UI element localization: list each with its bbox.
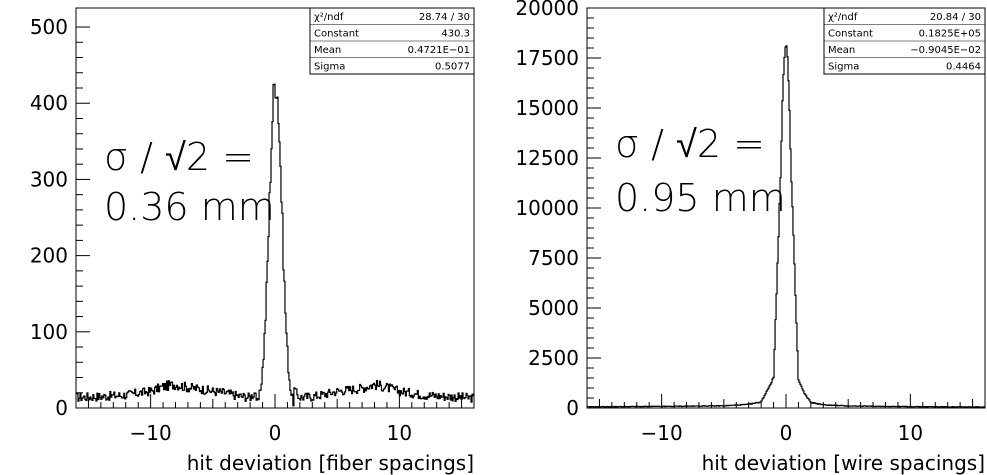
left-y-tick-label: 500 — [30, 15, 68, 39]
right-annotation-line2: 0.95 mm — [615, 176, 786, 220]
right-x-axis-title: hit deviation [wire spacings] — [702, 451, 985, 475]
left-x-axis-title: hit deviation [fiber spacings] — [187, 451, 474, 475]
right-histogram-line — [587, 45, 985, 408]
left-stats-box: χ²/ndf 28.74 / 30 Constant 430.3 Mean 0.… — [309, 7, 475, 75]
right-stat-sigma-value: 0.4464 — [946, 62, 981, 73]
right-stat-constant-value: 0.1825E+05 — [919, 29, 981, 40]
left-stat-constant-value: 430.3 — [441, 29, 470, 40]
left-stat-sigma-label: Sigma — [314, 62, 345, 73]
left-x-tick-label: −10 — [130, 421, 172, 445]
right-y-tick-label: 0 — [566, 396, 579, 420]
left-stat-mean-label: Mean — [314, 45, 341, 56]
right-y-tick-label: 20000 — [515, 0, 579, 20]
right-stat-constant-label: Constant — [828, 29, 873, 40]
right-stats-box: χ²/ndf 20.84 / 30 Constant 0.1825E+05 Me… — [823, 7, 986, 75]
right-y-tick-label: 15000 — [515, 96, 579, 120]
left-stat-sigma-value: 0.5077 — [435, 62, 470, 73]
left-y-tick-label: 200 — [30, 244, 68, 268]
left-stat-mean-value: 0.4721E−01 — [408, 45, 470, 56]
left-histogram-line — [76, 83, 474, 407]
left-y-tick-label: 100 — [30, 320, 68, 344]
right-y-tick-label: 5000 — [528, 296, 579, 320]
left-annotation-line1: σ / √2 = — [104, 135, 254, 179]
left-y-tick-label: 0 — [55, 396, 68, 420]
right-y-tick-label: 12500 — [515, 146, 579, 170]
right-x-tick-label: 0 — [780, 421, 793, 445]
left-stat-chi2-label: χ²/ndf — [314, 12, 344, 23]
right-stat-mean-value: −0.9045E−02 — [910, 45, 981, 56]
right-x-tick-label: 10 — [898, 421, 923, 445]
right-y-tick-label: 7500 — [528, 246, 579, 270]
right-panel: 0 2500 5000 7500 10000 12500 15000 17500 20000 −1… — [515, 0, 986, 475]
right-stat-chi2-label: χ²/ndf — [828, 12, 858, 23]
left-stat-chi2-value: 28.74 / 30 — [419, 12, 470, 23]
right-y-tick-label: 10000 — [515, 196, 579, 220]
right-y-tick-label: 2500 — [528, 346, 579, 370]
right-annotation-line1: σ / √2 = — [615, 122, 765, 166]
right-stat-mean-label: Mean — [828, 45, 855, 56]
left-annotation-line2: 0.36 mm — [104, 185, 275, 229]
left-x-tick-label: 0 — [269, 421, 282, 445]
left-x-tick-label: 10 — [387, 421, 412, 445]
right-x-tick-label: −10 — [641, 421, 683, 445]
right-stat-chi2-value: 20.84 / 30 — [930, 12, 981, 23]
right-stat-sigma-label: Sigma — [828, 62, 859, 73]
right-y-tick-label: 17500 — [515, 46, 579, 70]
left-y-tick-label: 300 — [30, 167, 68, 191]
left-stat-constant-label: Constant — [314, 29, 359, 40]
left-y-tick-label: 400 — [30, 91, 68, 115]
